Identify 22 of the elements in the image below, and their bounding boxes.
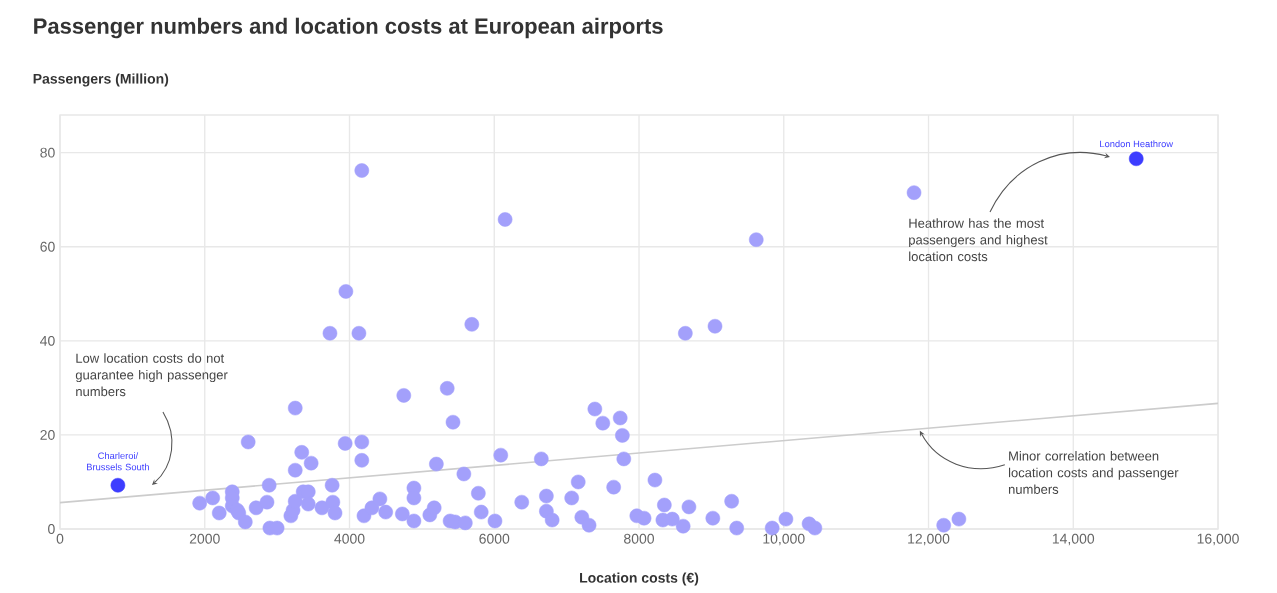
y-axis-title: Passengers (Million) bbox=[33, 73, 169, 87]
annotation: Low location costs do not guarantee high passenger numbers bbox=[75, 353, 228, 397]
x-tick-label: 10,000 bbox=[763, 533, 805, 546]
y-tick-label: 40 bbox=[40, 335, 55, 346]
x-tick-label: 6000 bbox=[479, 533, 510, 544]
annotation: Charleroi/ Brussels South bbox=[87, 452, 149, 471]
x-tick-label: 0 bbox=[56, 533, 64, 544]
x-tick-label: 14,000 bbox=[1052, 533, 1095, 546]
annotation: London Heathrow bbox=[1100, 140, 1174, 148]
x-tick-label: 2000 bbox=[189, 533, 220, 544]
x-tick-label: 16,000 bbox=[1197, 533, 1239, 546]
y-tick-label: 80 bbox=[40, 147, 55, 158]
y-tick-label: 20 bbox=[40, 429, 55, 440]
annotation: Heathrow has the most passengers and highest location costs bbox=[909, 218, 1048, 262]
annotation: Minor correlation between location costs and passenger numbers bbox=[1008, 451, 1179, 494]
x-tick-label: 4000 bbox=[334, 533, 365, 544]
chart-title: Passenger numbers and location costs at European airports bbox=[34, 17, 663, 39]
x-tick-label: 12,000 bbox=[908, 533, 950, 546]
x-axis-title: Location costs (€) bbox=[580, 572, 699, 586]
x-tick-label: 8000 bbox=[624, 533, 655, 544]
y-tick-label: 0 bbox=[48, 524, 55, 534]
y-tick-label: 60 bbox=[40, 241, 55, 252]
